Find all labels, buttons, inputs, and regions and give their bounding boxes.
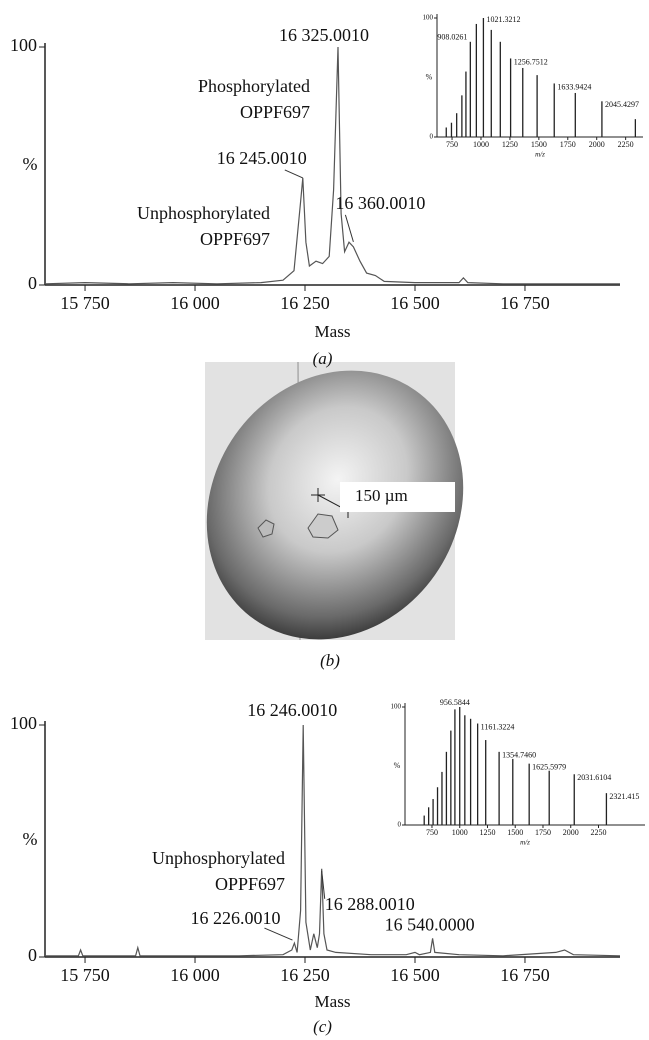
peak-label: 1625.5979 <box>532 762 566 771</box>
spectrum-line <box>45 47 620 284</box>
photo: 150 µm (b) <box>155 320 515 689</box>
y-tick-label: 0 <box>430 133 434 141</box>
x-tick-label: 16 250 <box>280 965 330 985</box>
x-axis-label: m/z <box>535 151 545 159</box>
caption: (c) <box>313 1017 332 1036</box>
x-tick-label: 1500 <box>531 140 547 149</box>
x-axis-label: Mass <box>315 322 351 341</box>
peak-label: 1633.9424 <box>557 82 591 91</box>
x-tick-label: 1250 <box>502 140 518 149</box>
peak-label: 2045.4297 <box>605 100 639 109</box>
x-tick-label: 1500 <box>507 828 523 837</box>
peak-label: 1354.7460 <box>502 751 536 760</box>
annotation: Unphosphorylated <box>152 848 285 868</box>
peak-label: 908.0261 <box>437 33 467 42</box>
leader-line <box>264 928 292 940</box>
caption: (a) <box>313 349 333 368</box>
annotation: 16 246.0010 <box>247 700 337 720</box>
x-tick-label: 16 500 <box>390 965 440 985</box>
y-tick-label: 100 <box>10 35 37 55</box>
annotation: OPPF697 <box>200 229 270 249</box>
x-tick-label: 750 <box>426 828 438 837</box>
x-tick-label: 16 750 <box>500 293 550 313</box>
x-tick-label: 16 000 <box>170 293 220 313</box>
y-tick-label: 100 <box>10 713 37 733</box>
y-axis-label: % <box>23 829 38 849</box>
y-tick-label: 0 <box>28 945 37 965</box>
x-tick-label: 2250 <box>618 140 634 149</box>
scale-label: 150 µm <box>355 486 408 505</box>
x-tick-label: 2000 <box>589 140 605 149</box>
x-tick-label: 1750 <box>535 828 551 837</box>
annotation: 16 360.0010 <box>335 193 425 213</box>
annotation: 16 288.0010 <box>325 894 415 914</box>
annotation: 16 325.0010 <box>279 25 369 45</box>
annotation: OPPF697 <box>240 102 310 122</box>
x-tick-label: 1750 <box>560 140 576 149</box>
x-tick-label: 2250 <box>590 828 606 837</box>
peak-label: 1256.7512 <box>514 57 548 66</box>
x-tick-label: 16 000 <box>170 965 220 985</box>
x-tick-label: 2000 <box>563 828 579 837</box>
leader-line <box>285 170 303 178</box>
annotation: 16 226.0010 <box>190 908 280 928</box>
x-tick-label: 750 <box>446 140 458 149</box>
x-tick-label: 15 750 <box>60 293 110 313</box>
y-tick-label: 0 <box>28 273 37 293</box>
peak-label: 956.5844 <box>440 698 470 707</box>
y-tick-label: 0 <box>398 821 402 829</box>
y-tick-label: 100 <box>391 703 402 711</box>
annotation: OPPF697 <box>215 874 285 894</box>
x-tick-label: 1000 <box>452 828 468 837</box>
y-axis-label: % <box>23 154 38 174</box>
peak-label: 2321.415 <box>609 792 639 801</box>
peak-label: 1161.3224 <box>481 722 515 731</box>
peak-label: 1021.3212 <box>486 15 520 24</box>
caption: (b) <box>320 651 340 670</box>
x-axis-label: Mass <box>315 992 351 1011</box>
x-axis-label: m/z <box>520 839 530 847</box>
x-tick-label: 1000 <box>473 140 489 149</box>
x-tick-label: 15 750 <box>60 965 110 985</box>
x-tick-label: 16 500 <box>390 293 440 313</box>
figure: 150 µm (b) 15 750 16 000 16 250 16 500 16 75… <box>0 0 649 1040</box>
annotation: Unphosphorylated <box>137 203 270 223</box>
y-axis-label: % <box>426 72 433 81</box>
y-tick-label: 100 <box>423 14 434 22</box>
x-tick-label: 1250 <box>479 828 495 837</box>
annotation: 16 245.0010 <box>217 148 307 168</box>
x-tick-label: 16 750 <box>500 965 550 985</box>
y-axis-label: % <box>394 761 401 770</box>
peak-label: 2031.6104 <box>577 773 611 782</box>
annotation: 16 540.0000 <box>385 915 475 935</box>
x-tick-label: 16 250 <box>280 293 330 313</box>
leader-line <box>345 215 353 242</box>
annotation: Phosphorylated <box>198 76 310 96</box>
